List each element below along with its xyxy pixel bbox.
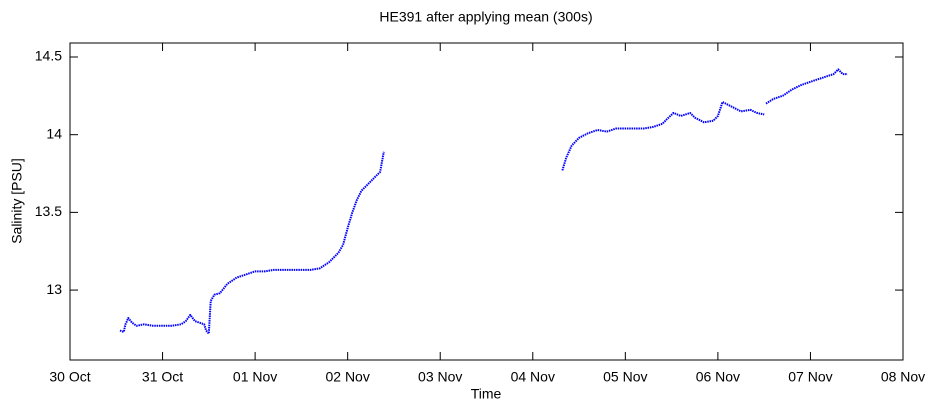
y-tick-label: 14 (46, 125, 62, 141)
y-tick-label: 13 (46, 281, 62, 297)
y-axis-label: Salinity [PSU] (9, 158, 25, 244)
y-tick-label: 13.5 (35, 203, 62, 219)
series-line (119, 68, 848, 335)
y-tick-label: 14.5 (35, 48, 62, 64)
x-tick-label: 03 Nov (418, 369, 462, 385)
chart-title: HE391 after applying mean (300s) (379, 9, 592, 25)
x-axis-label: Time (471, 386, 502, 402)
plot-frame (69, 42, 904, 361)
x-tick-label: 04 Nov (511, 369, 555, 385)
x-tick-label: 31 Oct (142, 369, 183, 385)
x-tick-label: 06 Nov (696, 369, 740, 385)
x-tick-label: 05 Nov (603, 369, 647, 385)
x-tick-label: 01 Nov (233, 369, 277, 385)
x-tick-label: 07 Nov (788, 369, 832, 385)
x-tick-label: 30 Oct (49, 369, 90, 385)
x-tick-label: 08 Nov (881, 369, 925, 385)
x-tick-label: 02 Nov (325, 369, 369, 385)
